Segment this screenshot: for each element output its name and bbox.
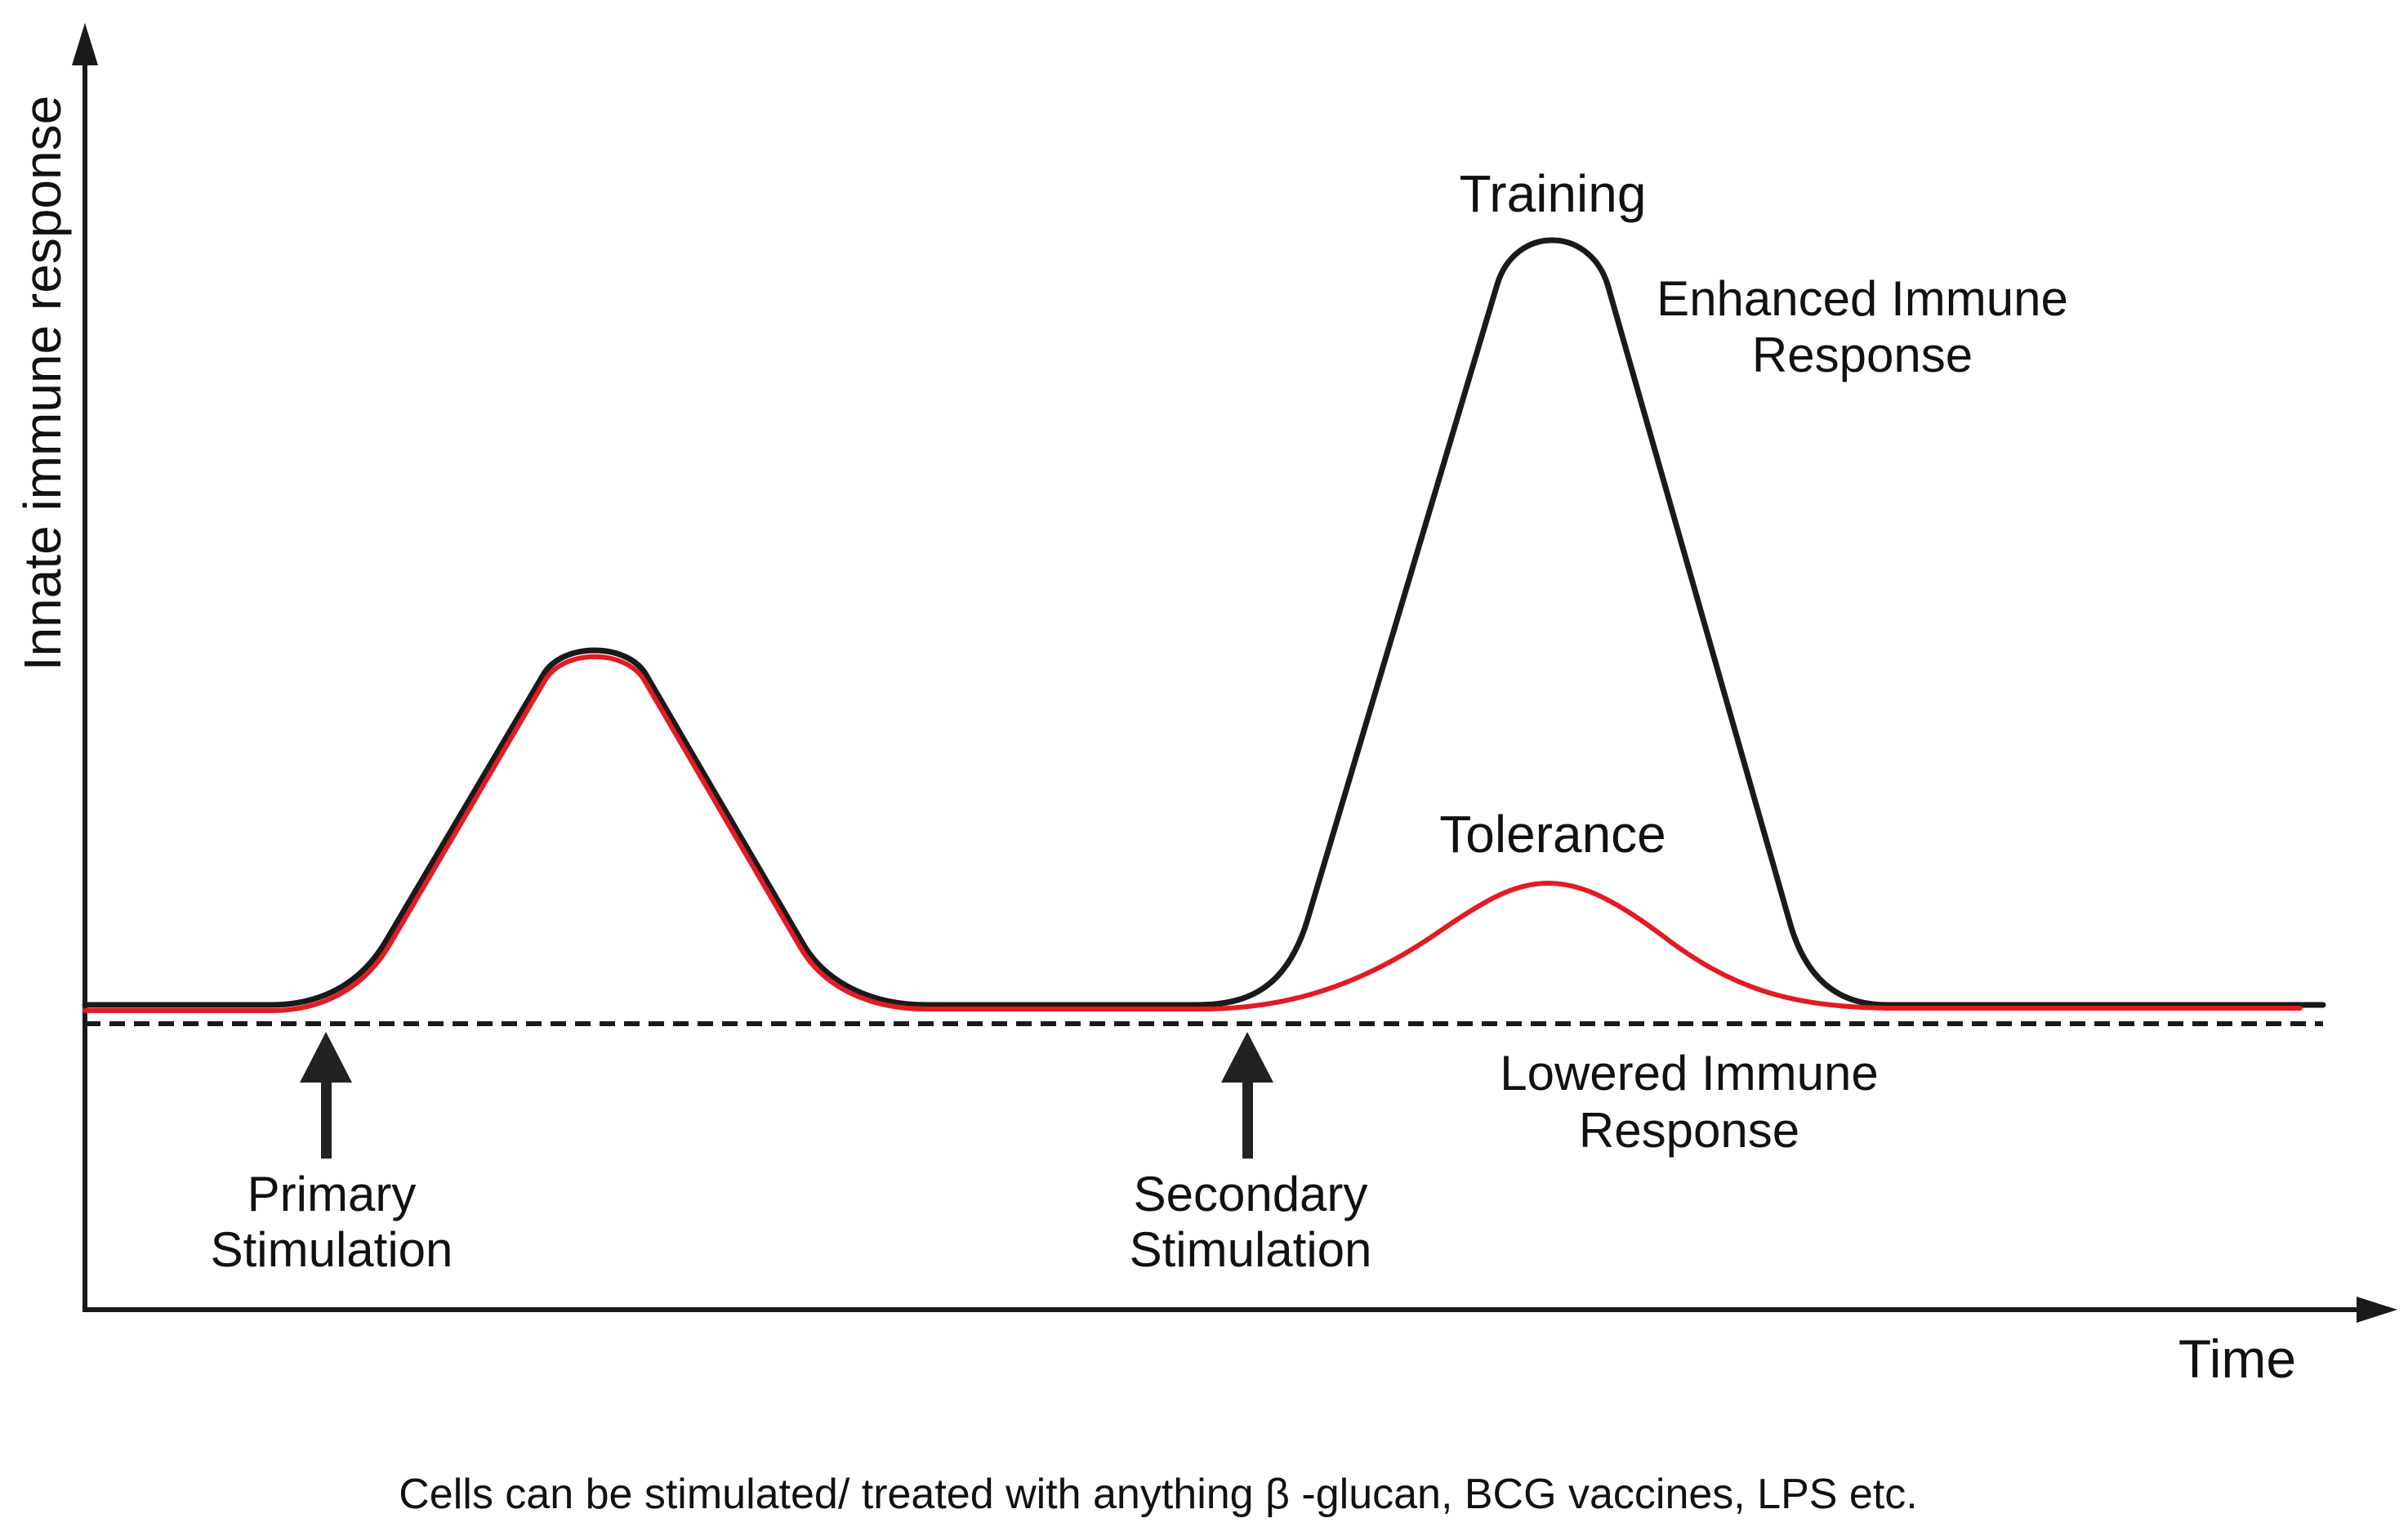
tolerance-label: Tolerance xyxy=(1439,805,1666,864)
figure-caption: Cells can be stimulated/ treated with an… xyxy=(399,1471,1917,1518)
enhanced-response-label-line2: Response xyxy=(1752,328,1973,382)
enhanced-response-label-line1: Enhanced Immune xyxy=(1657,271,2068,326)
x-axis-label: Time xyxy=(2178,1328,2296,1389)
x-axis-arrowhead xyxy=(2357,1297,2397,1323)
tolerance-curve xyxy=(82,654,2303,1013)
primary-arrow-head xyxy=(300,1032,352,1083)
secondary-stimulation-label-line2: Stimulation xyxy=(1130,1222,1372,1277)
secondary-arrow-head xyxy=(1221,1032,1273,1083)
secondary-stimulation-label-line1: Secondary xyxy=(1134,1167,1368,1221)
y-axis-label: Innate immune response xyxy=(13,96,72,671)
training-label: Training xyxy=(1460,164,1647,223)
lowered-response-label-line2: Response xyxy=(1579,1103,1799,1158)
lowered-response-label-line1: Lowered Immune xyxy=(1500,1046,1879,1101)
primary-stimulation-label-line2: Stimulation xyxy=(211,1222,453,1277)
primary-stimulation-arrow xyxy=(300,1032,352,1159)
secondary-stimulation-arrow xyxy=(1221,1032,1273,1159)
training-curve xyxy=(82,237,2326,1008)
y-axis-arrowhead xyxy=(72,23,98,65)
secondary-arrow-shaft xyxy=(1242,1077,1253,1159)
primary-arrow-shaft xyxy=(321,1077,332,1159)
axes xyxy=(72,23,2397,1323)
primary-stimulation-label-line1: Primary xyxy=(247,1167,417,1221)
